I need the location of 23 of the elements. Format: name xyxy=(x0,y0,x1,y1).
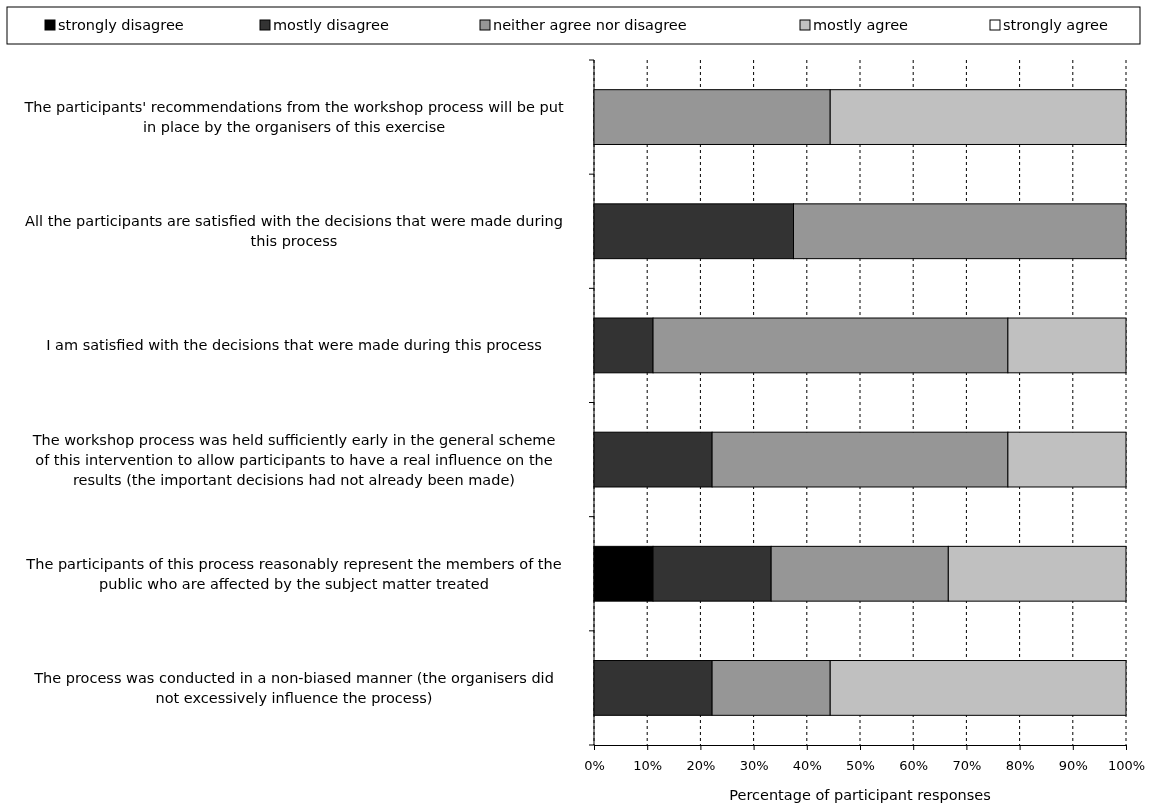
legend-label: mostly disagree xyxy=(273,17,389,33)
x-tick-label: 90% xyxy=(1058,757,1088,773)
legend-label: strongly disagree xyxy=(58,17,184,33)
x-tick-label: 20% xyxy=(686,757,716,773)
x-tick-label: 70% xyxy=(952,757,982,773)
x-tick-label: 30% xyxy=(739,757,769,773)
x-tick-label: 50% xyxy=(846,757,875,773)
x-tick-label: 60% xyxy=(899,757,929,773)
y-tick-label: All the participants are satisfied with the decisions that were made during this process xyxy=(25,213,563,250)
x-tick-label: 80% xyxy=(1005,757,1035,773)
legend-label: neither agree nor disagree xyxy=(493,17,687,33)
y-tick-label: The participants of this process reasonably represent the members of the public who are affected by the subject matter treated xyxy=(25,555,562,592)
legend-label: mostly agree xyxy=(813,17,909,33)
x-tick-label: 100% xyxy=(1107,757,1146,773)
y-tick-label: The process was conducted in a non-biased manner (the organisers did not excessively influence the process) xyxy=(33,669,554,706)
y-tick-label: I am satisfied with the decisions that were made during this process xyxy=(46,337,542,354)
x-axis-title: Percentage of participant responses xyxy=(729,787,991,803)
x-tick-label: 0% xyxy=(584,757,605,773)
legend-label: strongly agree xyxy=(1003,17,1109,33)
x-tick-label: 40% xyxy=(792,757,822,773)
x-tick-label: 10% xyxy=(633,757,663,773)
y-tick-label: The workshop process was held sufficiently early in the general scheme of this intervention to allow participants to have a real influence on the results (the important decisions had not already been made) xyxy=(31,431,556,488)
y-tick-label: The participants' recommendations from the workshop process will be put in place by the organisers of this exercise xyxy=(23,99,564,136)
